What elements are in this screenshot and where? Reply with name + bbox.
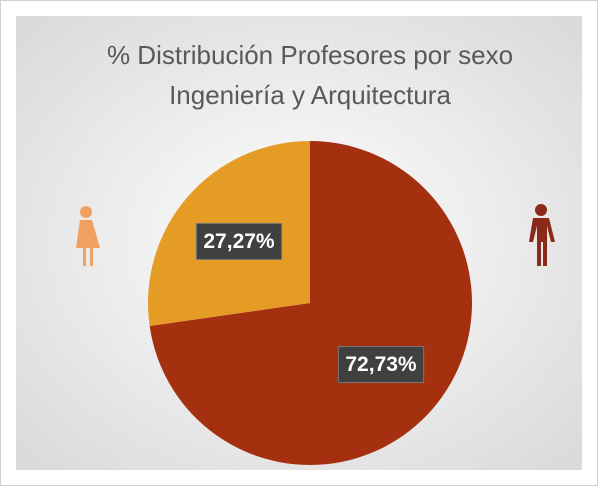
male-icon	[529, 204, 555, 266]
data-label-box	[195, 222, 283, 260]
data-label: 72,73%	[345, 353, 417, 376]
female-icon	[76, 206, 100, 266]
data-label-box	[337, 346, 425, 384]
data-label: 27,27%	[203, 230, 275, 253]
chart-title: % Distribución Profesores por sexo	[107, 40, 513, 70]
pie-slice	[149, 141, 473, 465]
chart-subtitle: Ingeniería y Arquitectura	[169, 80, 451, 110]
pie	[147, 141, 473, 465]
